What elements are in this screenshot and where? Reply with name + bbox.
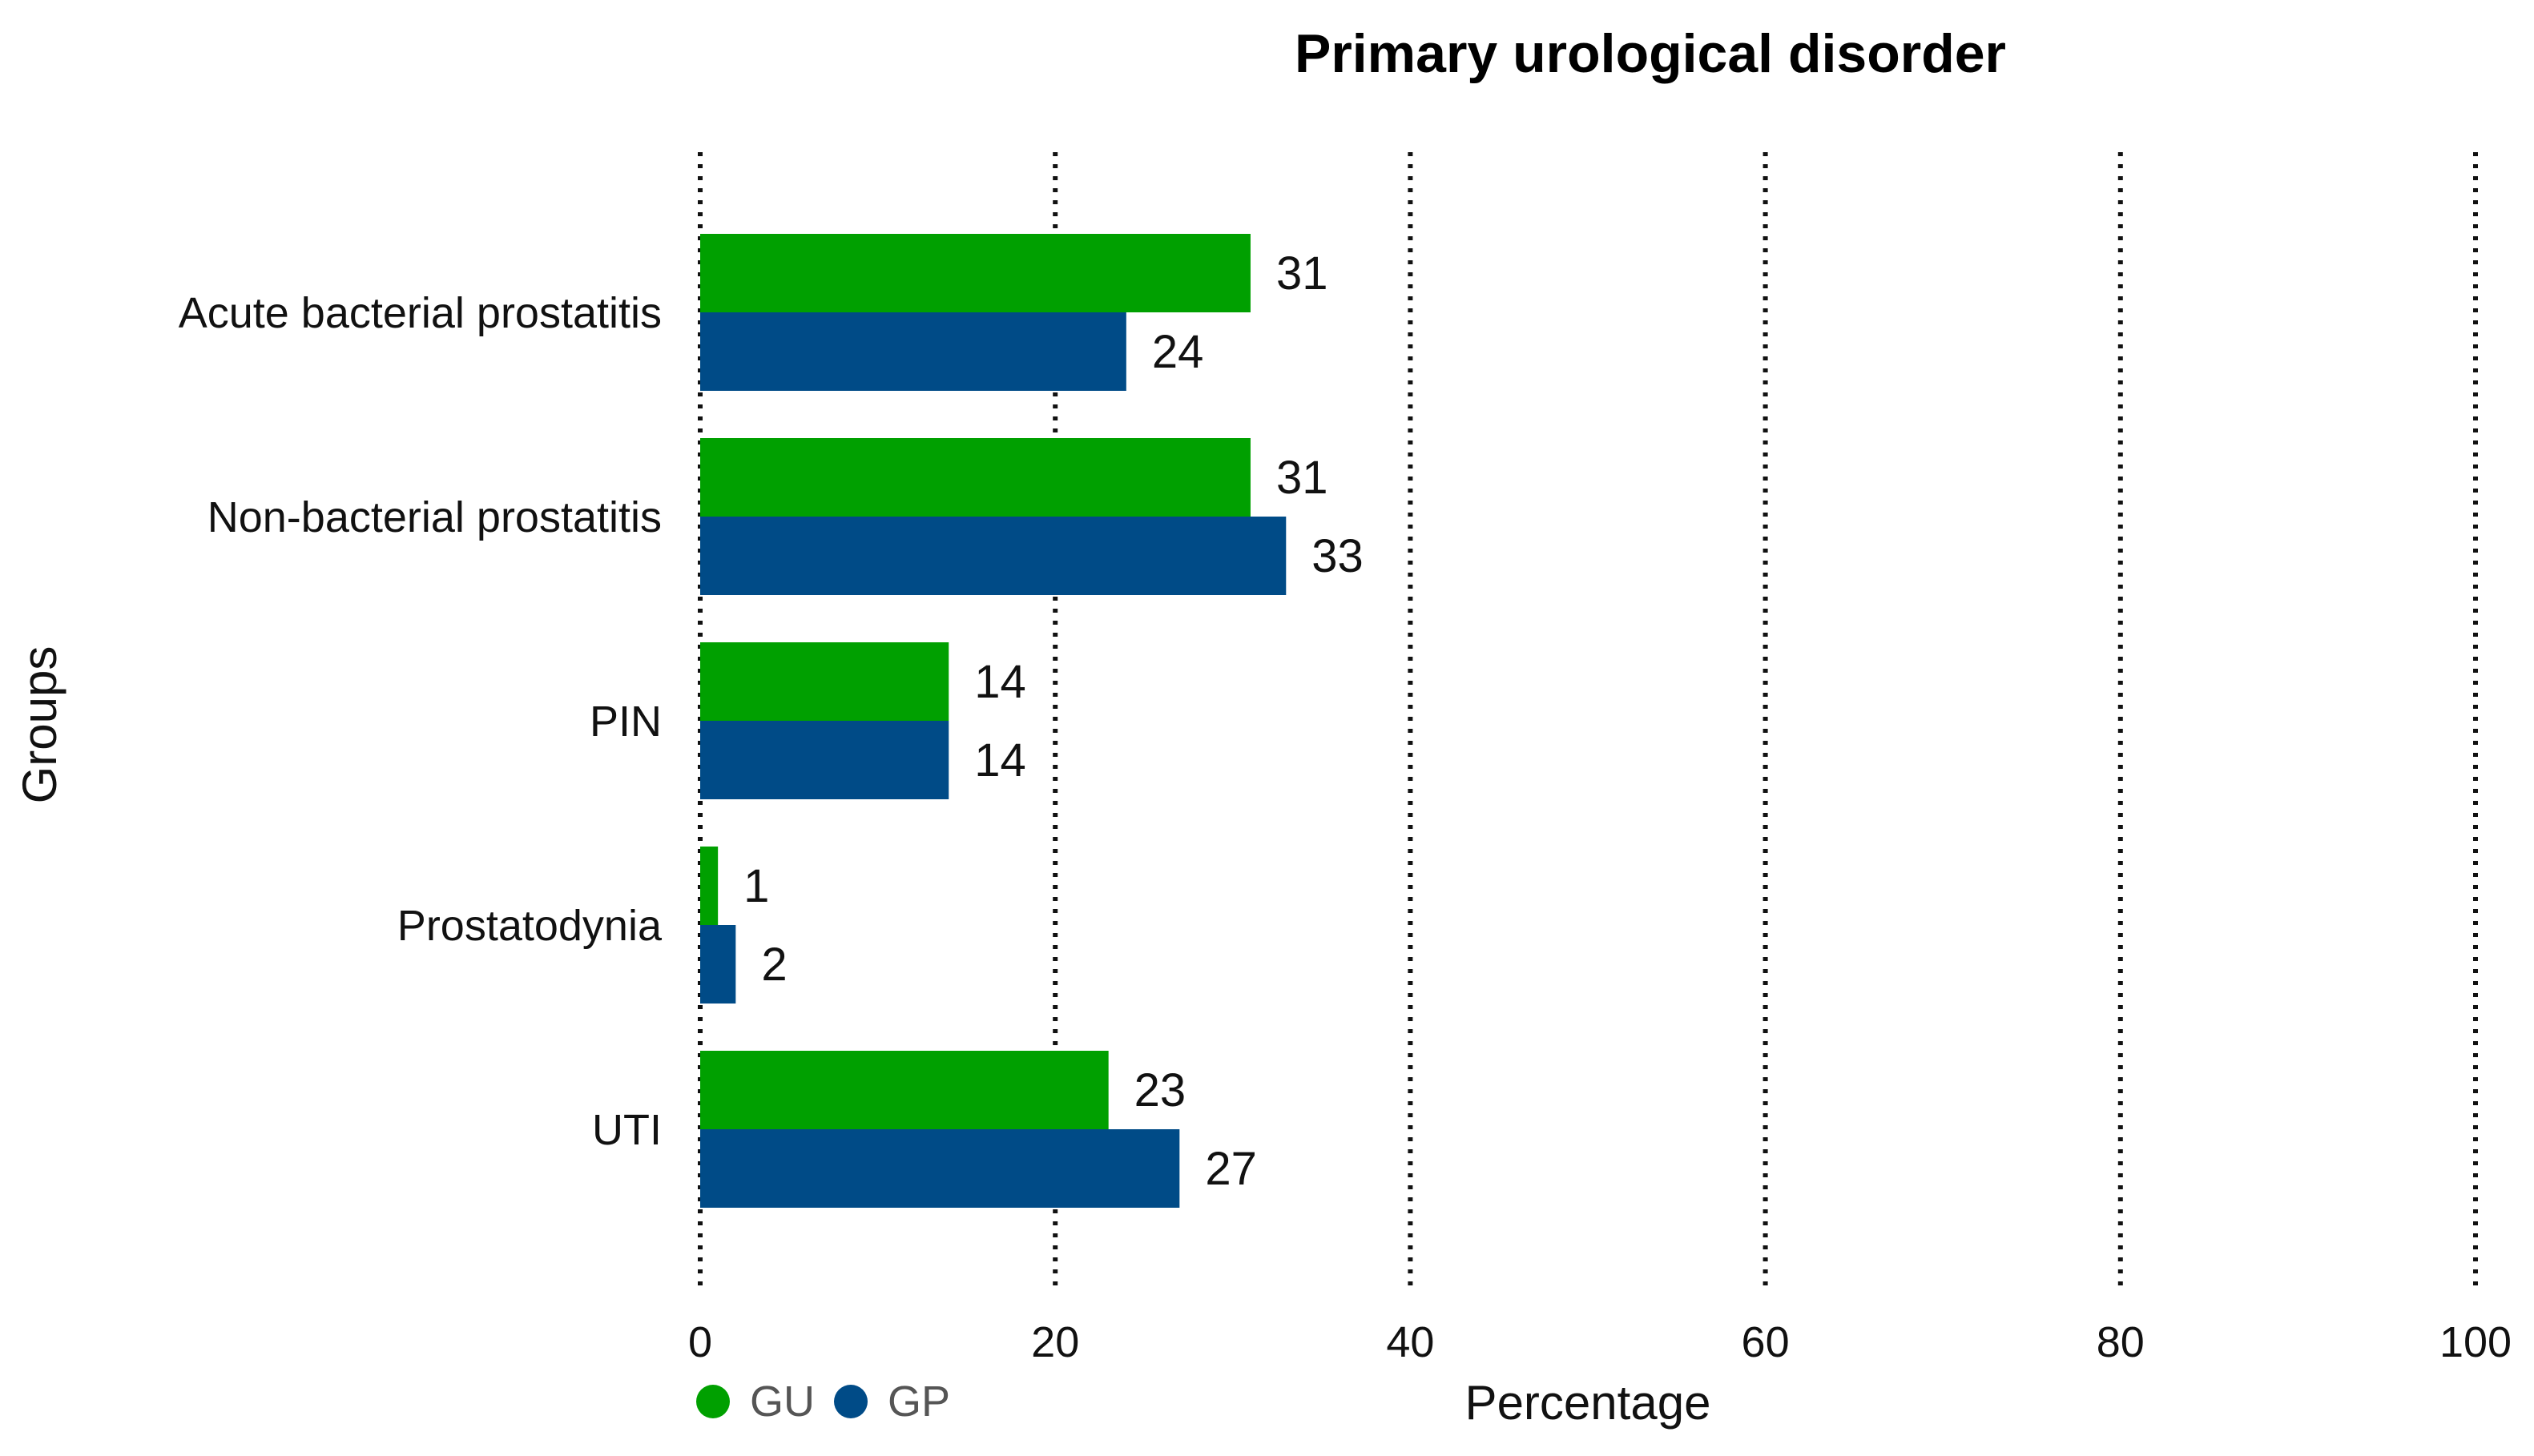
category-label-0: Acute bacterial prostatitis: [179, 289, 662, 337]
data-label-gp-1: 33: [1311, 530, 1364, 582]
legend: GU GP: [696, 1378, 950, 1426]
legend-label-gp: GP: [888, 1378, 950, 1426]
category-labels: Acute bacterial prostatitis Non-bacterial…: [179, 289, 663, 1154]
category-label-3: Prostatodynia: [397, 902, 663, 950]
data-label-gu-0: 31: [1276, 247, 1328, 300]
data-label-gu-4: 23: [1134, 1064, 1186, 1116]
x-tick-label-60: 60: [1742, 1318, 1790, 1366]
x-tick-labels: 0 20 40 60 80 100: [688, 1318, 2512, 1366]
bar-gp-0: [700, 312, 1126, 391]
x-tick-label-20: 20: [1031, 1318, 1079, 1366]
bars: [700, 234, 1287, 1208]
x-tick-label-0: 0: [688, 1318, 712, 1366]
category-label-1: Non-bacterial prostatitis: [207, 493, 662, 541]
data-label-gu-2: 14: [974, 656, 1026, 708]
x-tick-label-40: 40: [1386, 1318, 1434, 1366]
chart-title: Primary urological disorder: [1295, 23, 2006, 84]
y-axis-title: Groups: [13, 646, 66, 804]
legend-marker-gu: [696, 1385, 730, 1418]
bar-gp-4: [700, 1129, 1180, 1208]
legend-label-gu: GU: [750, 1378, 815, 1426]
x-tick-label-80: 80: [2097, 1318, 2145, 1366]
category-label-4: UTI: [592, 1106, 662, 1154]
bar-gu-1: [700, 438, 1251, 517]
data-label-gp-3: 2: [761, 939, 787, 991]
data-label-gp-2: 14: [974, 734, 1026, 786]
bar-gp-1: [700, 517, 1287, 595]
bar-gu-2: [700, 642, 949, 721]
bar-gp-3: [700, 925, 736, 1004]
data-label-gu-3: 1: [743, 860, 769, 912]
bar-gu-4: [700, 1051, 1109, 1129]
x-axis-title: Percentage: [1465, 1376, 1711, 1430]
data-label-gu-1: 31: [1276, 452, 1328, 504]
category-label-2: PIN: [590, 698, 662, 746]
bar-gu-0: [700, 234, 1251, 312]
legend-marker-gp: [834, 1385, 868, 1418]
x-tick-label-100: 100: [2439, 1318, 2512, 1366]
data-label-gp-0: 24: [1152, 326, 1204, 378]
data-labels: 31 24 31 33 14 14 1 2 23 27: [743, 247, 1364, 1195]
bar-gp-2: [700, 721, 949, 799]
data-label-gp-4: 27: [1205, 1143, 1257, 1195]
bar-gu-3: [700, 847, 719, 925]
